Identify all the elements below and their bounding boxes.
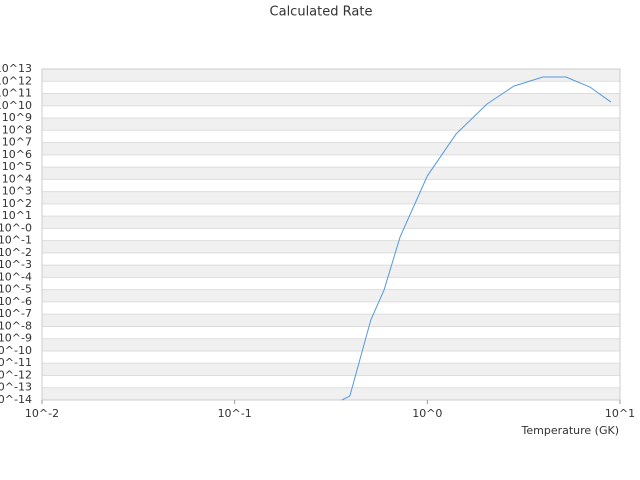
grid-band <box>42 240 620 253</box>
x-axis-label: Temperature (GK) <box>521 424 620 437</box>
y-tick-label: 10^2 <box>2 197 32 210</box>
x-tick-label: 10^0 <box>412 407 442 420</box>
y-tick-label: 10^-2 <box>0 246 32 259</box>
x-tick-label: 10^1 <box>605 407 635 420</box>
y-tick-label: 10^-14 <box>0 393 32 406</box>
y-tick-label: 10^-5 <box>0 283 32 296</box>
y-tick-label: 10^13 <box>0 62 32 75</box>
y-tick-label: 10^-3 <box>0 258 32 271</box>
y-tick-label: 10^-8 <box>0 319 32 332</box>
y-tick-label: 10^-9 <box>0 332 32 345</box>
y-tick-label: 10^1 <box>2 209 32 222</box>
x-tick-label: 10^-1 <box>218 407 252 420</box>
y-tick-label: 10^-13 <box>0 381 32 394</box>
grid-band <box>42 191 620 204</box>
y-tick-label: 10^-12 <box>0 368 32 381</box>
grid-band <box>42 289 620 302</box>
y-tick-label: 10^5 <box>2 160 32 173</box>
grid-band <box>42 338 620 351</box>
grid-band <box>42 142 620 155</box>
y-tick-label: 10^-4 <box>0 270 32 283</box>
y-tick-label: 10^-11 <box>0 356 32 369</box>
y-tick-label: 10^8 <box>2 123 32 136</box>
grid-band <box>42 118 620 131</box>
chart-title: Calculated Rate <box>270 5 373 20</box>
y-tick-label: 10^6 <box>2 148 32 161</box>
y-tick-label: 10^7 <box>2 136 32 149</box>
plot-frame <box>41 68 621 401</box>
y-tick-label: 10^9 <box>2 111 32 124</box>
y-tick-label: 10^-10 <box>0 344 32 357</box>
y-tick-label: 10^11 <box>0 87 32 100</box>
grid-band <box>42 167 620 180</box>
y-tick-label: 10^3 <box>2 185 32 198</box>
grid-band <box>42 216 620 229</box>
data-line <box>341 76 612 401</box>
grid-band <box>42 93 620 106</box>
y-tick-label: 10^-7 <box>0 307 32 320</box>
grid-band <box>42 387 620 400</box>
y-tick-label: 10^-6 <box>0 295 32 308</box>
grid-band <box>42 363 620 376</box>
y-tick-label: 10^12 <box>0 74 32 87</box>
grid-band <box>42 69 620 82</box>
y-tick-label: 10^-0 <box>0 221 32 234</box>
grid-band <box>42 314 620 327</box>
y-tick-label: 10^4 <box>2 172 32 185</box>
y-tick-label: 10^-1 <box>0 234 32 247</box>
x-tick-label: 10^-2 <box>25 407 59 420</box>
grid-band <box>42 265 620 278</box>
y-tick-label: 10^10 <box>0 99 32 112</box>
